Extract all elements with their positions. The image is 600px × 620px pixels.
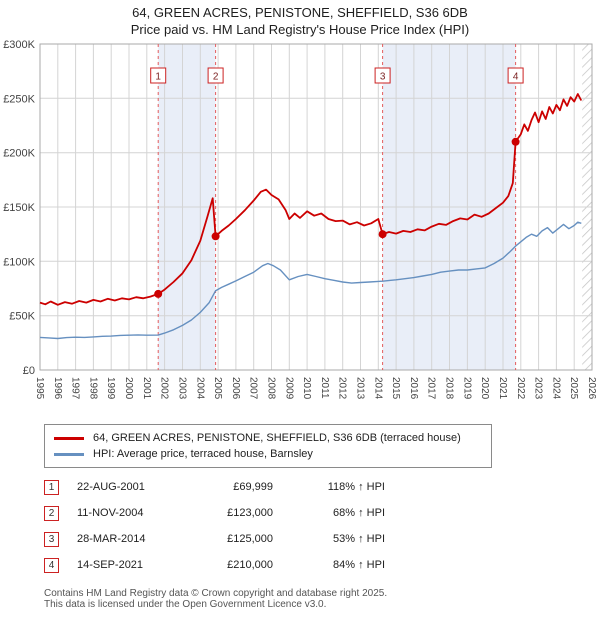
y-tick-label: £0 xyxy=(23,365,35,377)
sale-number-box xyxy=(374,67,391,84)
sale-number-box xyxy=(507,67,524,84)
sale-row: 2 11-NOV-2004 £123,000 68% ↑ HPI xyxy=(44,500,385,526)
sale-point-marker xyxy=(378,230,387,239)
sale-row: 4 14-SEP-2021 £210,000 84% ↑ HPI xyxy=(44,552,385,578)
sale-hpi-change: 84% ↑ HPI xyxy=(333,559,385,571)
sale-date: 14-SEP-2021 xyxy=(77,559,144,571)
legend-item-property: 64, GREEN ACRES, PENISTONE, SHEFFIELD, S… xyxy=(54,430,482,446)
sale-row: 1 22-AUG-2001 £69,999 118% ↑ HPI xyxy=(44,474,385,500)
property-line-swatch xyxy=(54,436,84,440)
license-footer: Contains HM Land Registry data © Crown c… xyxy=(44,588,387,610)
legend-label-hpi: HPI: Average price, terraced house, Barn… xyxy=(93,448,313,460)
sale-date: 11-NOV-2004 xyxy=(77,507,144,519)
sale-price: £210,000 xyxy=(227,559,273,571)
page-title: 64, GREEN ACRES, PENISTONE, SHEFFIELD, S… xyxy=(132,5,468,20)
sales-table: 1 22-AUG-2001 £69,999 118% ↑ HPI 2 11-NO… xyxy=(44,474,385,578)
price-history-chart: 1995 1996 1997 1998 1999 2000 2001 2002 2003 2004… xyxy=(3,39,597,400)
x-tick-label: 2005 xyxy=(212,377,223,400)
sale-number: 2 xyxy=(213,72,219,83)
page-subtitle: Price paid vs. HM Land Registry's House … xyxy=(130,22,470,37)
footer-line-1: Contains HM Land Registry data © Crown c… xyxy=(44,588,388,599)
legend-item-hpi: HPI: Average price, terraced house, Barn… xyxy=(54,446,482,462)
sale-hpi-change: 53% ↑ HPI xyxy=(333,533,385,545)
x-tick-label: 1999 xyxy=(105,377,116,400)
sale-point-marker xyxy=(511,137,520,146)
x-tick-label: 2013 xyxy=(355,377,366,400)
x-tick-label: 1997 xyxy=(70,377,81,400)
legend-label-property: 64, GREEN ACRES, PENISTONE, SHEFFIELD, S… xyxy=(93,432,461,444)
sale-number: 1 xyxy=(155,72,161,83)
sale-number-box: 1 xyxy=(44,479,59,495)
x-tick-label: 2026 xyxy=(586,377,597,400)
sale-number-box: 3 xyxy=(44,531,59,547)
x-tick-label: 2004 xyxy=(194,377,205,400)
y-tick-label: £100K xyxy=(3,256,35,268)
x-tick-label: 2002 xyxy=(159,377,170,400)
sale-point-marker xyxy=(154,289,163,298)
y-tick-label: £150K xyxy=(3,202,35,214)
x-tick-label: 2000 xyxy=(123,377,134,400)
x-tick-label: 2018 xyxy=(444,377,455,400)
x-tick-label: 2008 xyxy=(266,377,277,400)
sale-number: 4 xyxy=(513,72,519,83)
chart-legend: 64, GREEN ACRES, PENISTONE, SHEFFIELD, S… xyxy=(44,424,492,468)
sale-row: 3 28-MAR-2014 £125,000 53% ↑ HPI xyxy=(44,526,385,552)
sale-number: 3 xyxy=(380,72,386,83)
series-line-hpi xyxy=(39,221,582,340)
sale-date: 22-AUG-2001 xyxy=(77,481,145,493)
hpi-line-swatch xyxy=(54,452,84,456)
x-tick-label: 2015 xyxy=(390,377,401,400)
x-tick-label: 1998 xyxy=(87,377,98,400)
footer-line-2: This data is licensed under the Open Gov… xyxy=(44,599,327,610)
y-tick-label: £50K xyxy=(9,311,35,323)
x-tick-label: 2017 xyxy=(426,377,437,400)
sale-number-box xyxy=(150,67,167,84)
series-line-property xyxy=(39,93,583,306)
x-tick-label: 2012 xyxy=(337,377,348,400)
x-tick-label: 2019 xyxy=(461,377,472,400)
y-tick-label: £250K xyxy=(3,93,35,105)
sale-date: 28-MAR-2014 xyxy=(77,533,146,545)
x-tick-label: 1996 xyxy=(52,377,63,400)
x-tick-label: 2001 xyxy=(141,377,152,400)
sale-price: £125,000 xyxy=(227,533,273,545)
sale-number-box xyxy=(207,67,224,84)
sale-point-marker xyxy=(211,232,220,241)
sale-number-box: 2 xyxy=(44,505,59,521)
x-tick-label: 1995 xyxy=(34,377,45,400)
x-tick-label: 2021 xyxy=(497,377,508,400)
y-tick-label: £200K xyxy=(3,148,35,160)
sale-price: £69,999 xyxy=(233,481,273,493)
x-tick-label: 2003 xyxy=(177,377,188,400)
y-tick-label: £300K xyxy=(3,39,35,51)
x-tick-label: 2024 xyxy=(550,377,561,400)
x-tick-label: 2007 xyxy=(248,377,259,400)
sale-price: £123,000 xyxy=(227,507,273,519)
x-tick-label: 2025 xyxy=(568,377,579,400)
x-tick-label: 2010 xyxy=(301,377,312,400)
sale-number-box: 4 xyxy=(44,557,59,573)
x-tick-label: 2016 xyxy=(408,377,419,400)
x-tick-label: 2014 xyxy=(372,377,383,400)
sale-hpi-change: 68% ↑ HPI xyxy=(333,507,385,519)
x-tick-label: 2023 xyxy=(533,377,544,400)
x-tick-label: 2011 xyxy=(319,377,330,399)
plot-frame xyxy=(39,43,593,371)
x-tick-label: 2006 xyxy=(230,377,241,400)
x-tick-label: 2009 xyxy=(283,377,294,400)
x-tick-label: 2022 xyxy=(515,377,526,400)
x-tick-label: 2020 xyxy=(479,377,490,400)
sale-hpi-change: 118% ↑ HPI xyxy=(327,481,385,493)
